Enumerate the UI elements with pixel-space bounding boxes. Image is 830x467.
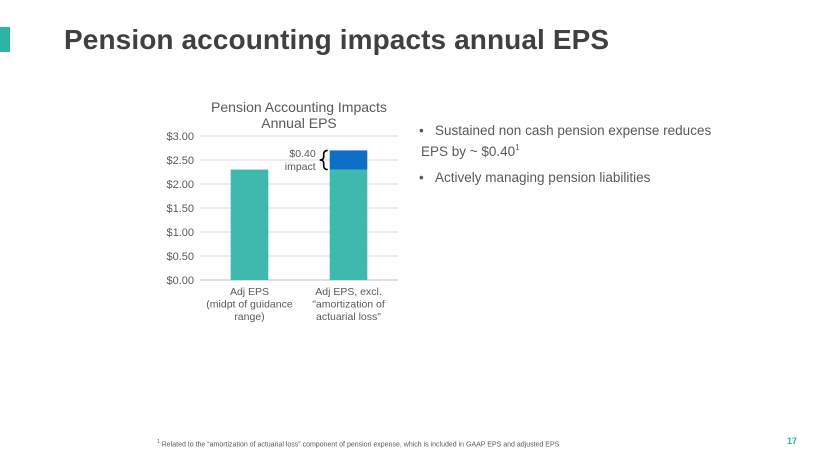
x-tick-label: Adj EPS, excl. — [315, 286, 382, 298]
title-accent-bar — [0, 27, 10, 52]
x-tick-label: Adj EPS — [230, 286, 269, 298]
y-tick-label: $0.50 — [166, 251, 194, 263]
x-tick-label: range) — [234, 311, 264, 323]
y-tick-label: $1.00 — [166, 227, 194, 239]
footnote: 1 Related to the “amortization of actuar… — [157, 439, 559, 448]
y-tick-label: $2.50 — [166, 155, 194, 167]
page-number: 17 — [787, 436, 798, 446]
bullet-dot-icon: • — [419, 123, 424, 138]
annotation-brace — [319, 149, 328, 171]
bullet-text: Sustained non cash pension expense reduc… — [421, 123, 712, 159]
bullet-item-2: • Actively managing pension liabilities — [416, 169, 716, 186]
x-tick-label: actuarial loss" — [316, 311, 381, 323]
y-tick-label: $1.50 — [166, 203, 194, 215]
footnote-text: Related to the “amortization of actuaria… — [161, 441, 560, 449]
bullet-dot-icon: • — [419, 170, 424, 185]
footnote-mark: 1 — [157, 439, 160, 445]
annotation-label: impact — [285, 161, 316, 173]
annotation-label: $0.40 — [289, 148, 315, 160]
bar-adj-eps — [329, 169, 368, 280]
eps-bar-chart: $0.00 $0.50 $1.00 $1.50 $2.00 $2.50 $3.00 Adj E… — [166, 131, 398, 323]
chart-title: Pension Accounting Impacts Annual EPS — [211, 99, 387, 131]
x-tick-label: (midpt of guidance — [206, 299, 293, 311]
bullet-text: Actively managing pension liabilities — [435, 170, 651, 185]
y-tick-label: $0.00 — [166, 275, 194, 287]
page-title: Pension accounting impacts annual EPS — [64, 24, 610, 55]
bullet-list: • Sustained non cash pension expense red… — [416, 122, 716, 195]
bullet-item-1: • Sustained non cash pension expense red… — [416, 122, 716, 160]
y-tick-label: $3.00 — [166, 131, 194, 143]
bullet-footnote-mark: 1 — [515, 143, 520, 152]
y-tick-label: $2.00 — [166, 179, 194, 191]
bar-adj-eps — [230, 169, 269, 280]
x-tick-label: "amortization of — [312, 299, 385, 311]
bar-pension-impact — [329, 150, 368, 170]
